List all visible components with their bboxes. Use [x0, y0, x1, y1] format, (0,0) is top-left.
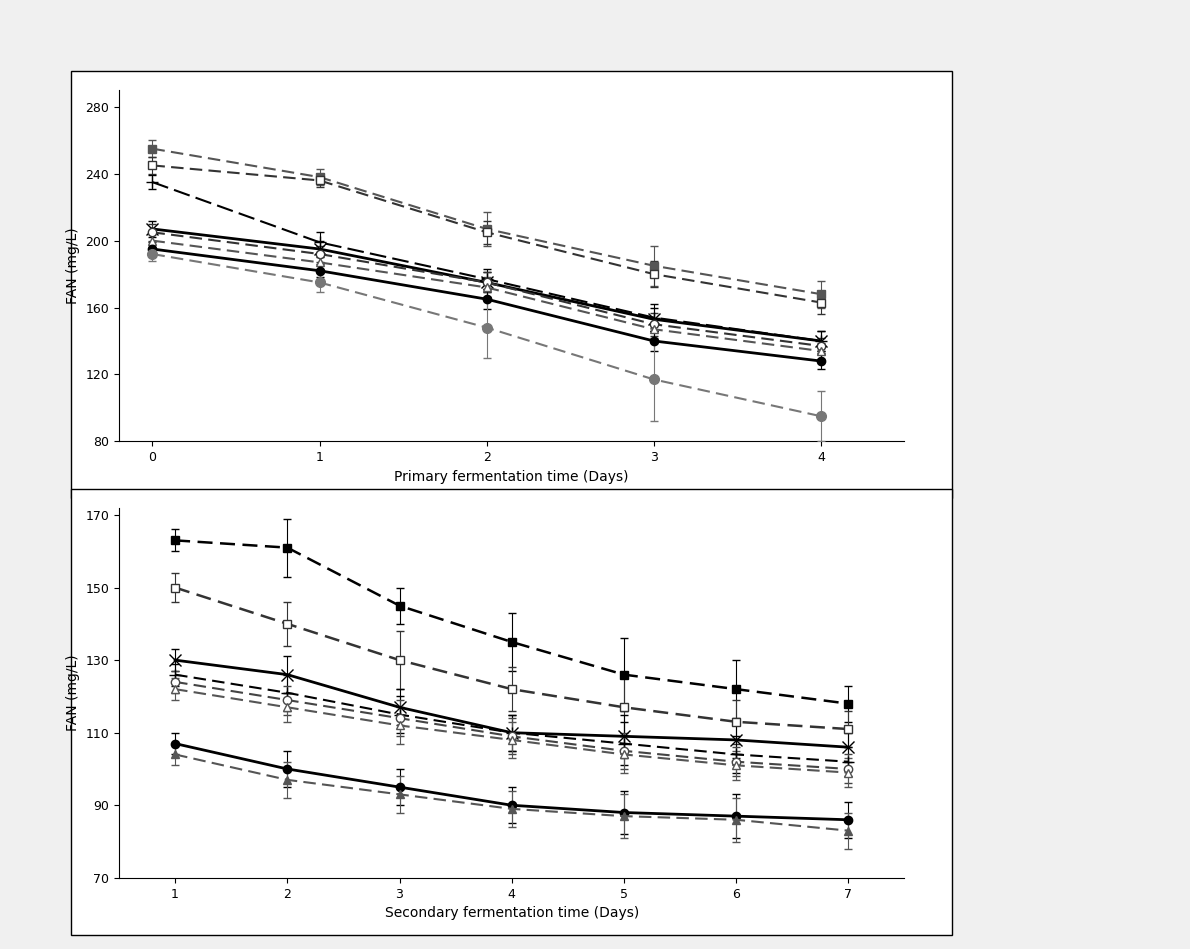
X-axis label: Secondary fermentation time (Days): Secondary fermentation time (Days) [384, 906, 639, 921]
Y-axis label: FAN (mg/L): FAN (mg/L) [65, 228, 80, 304]
X-axis label: Primary fermentation time (Days): Primary fermentation time (Days) [394, 470, 630, 484]
Y-axis label: FAN (mg/L): FAN (mg/L) [65, 655, 80, 731]
